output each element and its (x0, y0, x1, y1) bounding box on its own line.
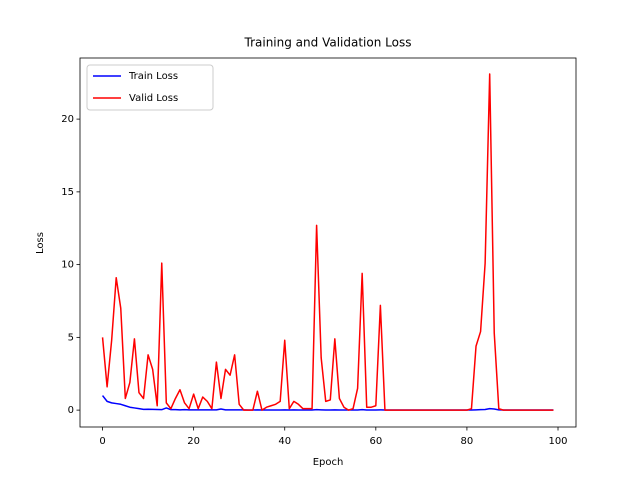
x-axis-label: Epoch (313, 457, 344, 468)
legend-label: Train Loss (128, 71, 178, 82)
y-tick-label: 10 (61, 260, 74, 271)
x-tick-label: 0 (99, 436, 105, 447)
line-series (101, 73, 554, 411)
y-tick-label: 0 (68, 405, 74, 416)
x-tick-label: 40 (278, 436, 291, 447)
line-series (101, 395, 554, 411)
axes-frame (79, 57, 577, 428)
x-tick-label: 100 (548, 436, 567, 447)
y-tick-label: 15 (61, 187, 74, 198)
x-tick-label: 80 (461, 436, 474, 447)
legend: Train Loss Valid Loss (86, 64, 214, 111)
chart-title: Training and Validation Loss (244, 36, 412, 50)
y-axis-label: Loss (35, 232, 46, 254)
legend-label: Valid Loss (129, 93, 178, 104)
x-tick-label: 20 (187, 436, 200, 447)
x-tick-label: 60 (369, 436, 382, 447)
y-tick-label: 5 (68, 332, 74, 343)
y-tick-label: 20 (61, 114, 74, 125)
